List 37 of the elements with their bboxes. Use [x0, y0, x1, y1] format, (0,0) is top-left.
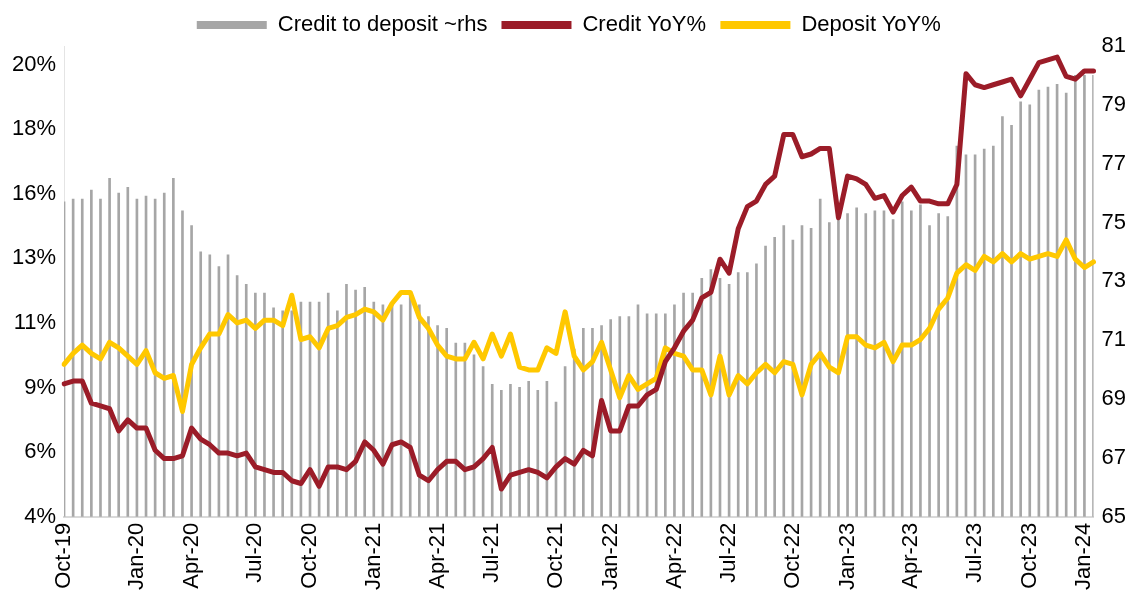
y2-tick-label: 77: [1101, 149, 1127, 175]
legend-label: Deposit YoY%: [801, 11, 941, 37]
y-tick-label: 20%: [11, 50, 57, 76]
y-tick-label: 9%: [24, 373, 57, 399]
x-tick-label: Jul-23: [961, 522, 987, 583]
x-tick-label: Jan-24: [1070, 522, 1096, 591]
x-tick-label: Oct-22: [778, 522, 804, 589]
y2-tick-label: 81: [1101, 32, 1127, 58]
y-tick-label: 13%: [11, 244, 57, 270]
x-tick-label: Jan-20: [122, 522, 148, 591]
x-tick-label: Jul-20: [241, 522, 267, 583]
y2-tick-label: 79: [1101, 90, 1127, 116]
y-tick-label: 16%: [11, 179, 57, 205]
x-tick-label: Jan-22: [596, 522, 622, 591]
x-tick-label: Apr-22: [660, 522, 686, 589]
x-tick-label: Jan-23: [833, 522, 859, 591]
x-tick-label: Oct-19: [50, 522, 76, 589]
y2-tick-label: 75: [1101, 208, 1127, 234]
y-tick-label: 11%: [13, 308, 57, 334]
y2-tick-label: 69: [1101, 385, 1127, 411]
y2-tick-label: 73: [1101, 267, 1127, 293]
y-tick-label: 18%: [11, 115, 57, 141]
y2-tick-label: 65: [1101, 502, 1127, 528]
x-tick-label: Apr-21: [423, 522, 449, 589]
legend-label: Credit to deposit ~rhs: [277, 11, 488, 37]
x-tick-label: Jan-21: [359, 522, 385, 591]
x-tick-label: Apr-23: [897, 522, 923, 589]
legend-label: Credit YoY%: [582, 11, 707, 37]
y2-tick-label: 71: [1101, 326, 1127, 352]
y-tick-label: 6%: [24, 438, 57, 464]
x-tick-label: Oct-21: [542, 522, 568, 589]
x-tick-label: Oct-20: [296, 522, 322, 589]
x-tick-label: Apr-20: [177, 522, 203, 589]
x-tick-label: Oct-23: [1015, 522, 1041, 589]
x-tick-label: Jul-22: [715, 522, 741, 583]
x-tick-label: Jul-21: [478, 522, 504, 583]
y2-tick-label: 67: [1101, 443, 1127, 469]
